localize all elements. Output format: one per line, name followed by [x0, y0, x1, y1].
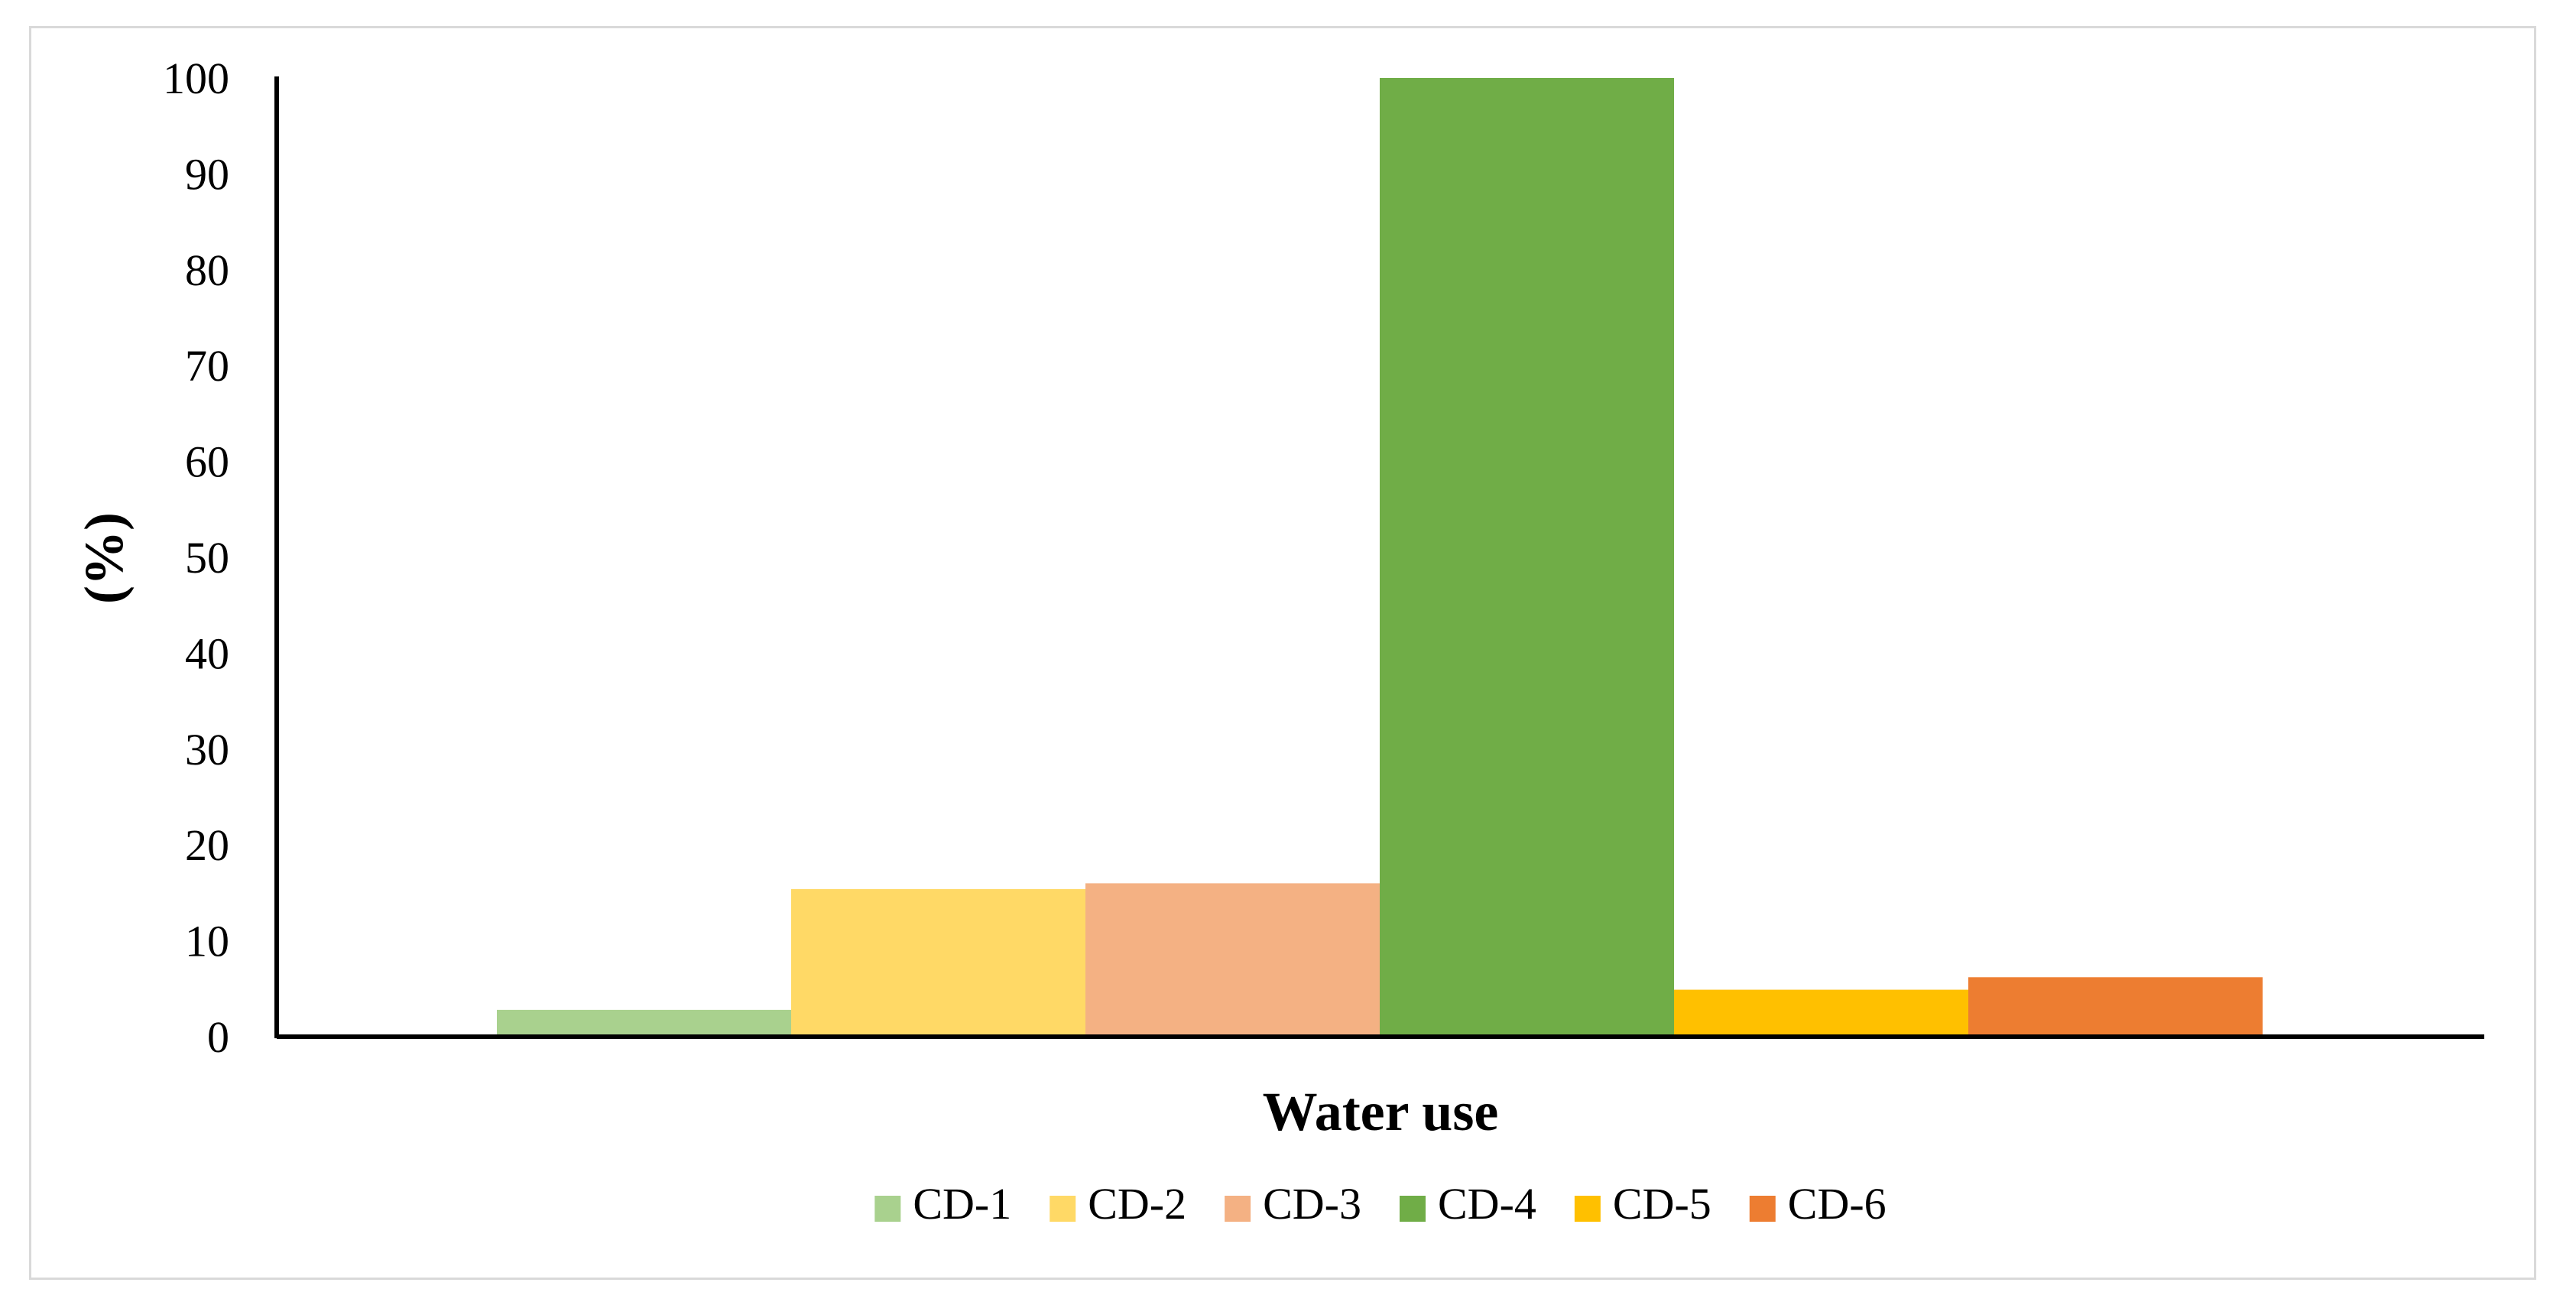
- bar-cd-3: [1085, 883, 1380, 1037]
- bar-cd-4: [1380, 78, 1674, 1037]
- legend-swatch-cd-4: [1400, 1196, 1426, 1222]
- y-tick-label: 50: [185, 533, 229, 583]
- legend-swatch-cd-1: [874, 1196, 901, 1222]
- y-tick-label: 60: [185, 437, 229, 487]
- legend-label-cd-5: CD-5: [1613, 1179, 1711, 1229]
- y-tick-label: 100: [163, 54, 229, 103]
- y-tick-label: 20: [185, 820, 229, 870]
- legend-swatch-cd-2: [1050, 1196, 1076, 1222]
- legend-swatch-cd-6: [1749, 1196, 1776, 1222]
- x-axis-title: Water use: [1263, 1081, 1499, 1142]
- bar-cd-6: [1968, 977, 2263, 1037]
- bars: [497, 78, 2263, 1037]
- y-tick-label: 0: [207, 1012, 229, 1062]
- bar-cd-1: [497, 1009, 791, 1037]
- y-tick-label: 80: [185, 245, 229, 295]
- bar-cd-2: [791, 888, 1085, 1037]
- y-tick-label: 40: [185, 628, 229, 678]
- legend-label-cd-4: CD-4: [1438, 1179, 1536, 1229]
- y-axis-ticks: 0 10 20 30 40 50 60 70 80 90 100: [163, 54, 229, 1062]
- y-tick-label: 10: [185, 917, 229, 966]
- y-tick-label: 90: [185, 149, 229, 199]
- y-axis-title: (%): [73, 512, 135, 604]
- legend: CD-1 CD-2 CD-3 CD-4 CD-5 CD-6: [874, 1179, 1887, 1229]
- legend-swatch-cd-3: [1225, 1196, 1251, 1222]
- bar-cd-5: [1674, 989, 1968, 1037]
- legend-label-cd-3: CD-3: [1263, 1179, 1361, 1229]
- legend-label-cd-1: CD-1: [913, 1179, 1011, 1229]
- y-tick-label: 70: [185, 341, 229, 391]
- legend-label-cd-6: CD-6: [1788, 1179, 1887, 1229]
- legend-swatch-cd-5: [1574, 1196, 1601, 1222]
- legend-label-cd-2: CD-2: [1088, 1179, 1186, 1229]
- chart-frame: [29, 26, 2536, 1280]
- y-tick-label: 30: [185, 725, 229, 774]
